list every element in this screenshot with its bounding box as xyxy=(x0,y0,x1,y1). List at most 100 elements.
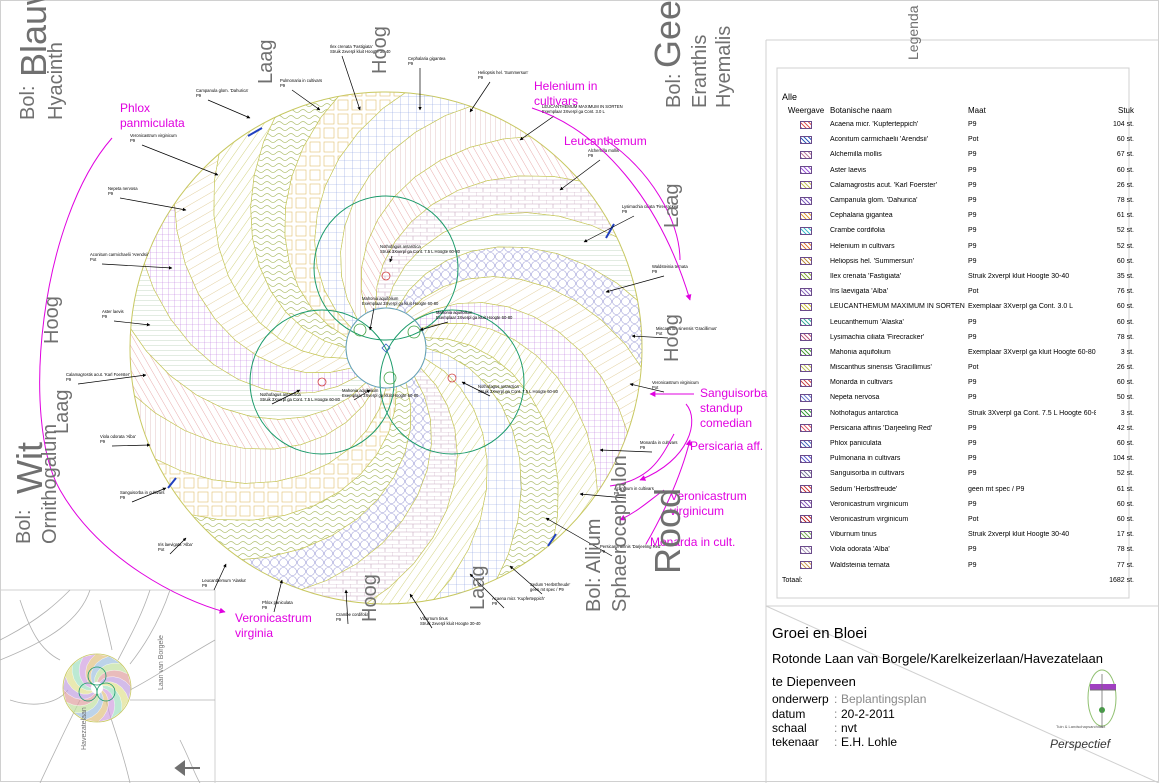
logo-small: Tuin & Landschapsarchitect xyxy=(1056,724,1106,729)
legend-swatch xyxy=(800,500,812,509)
legend-frame xyxy=(776,67,1130,599)
bulb-geel-species-1: Eranthis xyxy=(689,35,711,108)
legend-plant-name: Lysimachia ciliata 'Firecracker' xyxy=(830,333,925,341)
plant-label-spec: P9 xyxy=(108,191,114,196)
legend-plant-name: Aster laevis xyxy=(830,166,867,174)
legend-row[interactable]: Sedum 'Herbstfreude' geen mt spec / P9 61 … xyxy=(782,482,1134,497)
legend-row[interactable]: Iris laevigata 'Alba' Pot 76 st. xyxy=(782,284,1134,299)
leader-arrow xyxy=(469,573,505,609)
leader-arrow xyxy=(113,320,151,327)
legend-swatch xyxy=(800,166,812,175)
legend-plant-name: Iris laevigata 'Alba' xyxy=(830,288,888,296)
plant-label: Calamagrostis acut. 'Karl Foerster'P9 xyxy=(66,372,147,385)
legend-swatch xyxy=(800,348,812,357)
legend-row[interactable]: Leucanthemum 'Alaska' P9 60 st. xyxy=(782,314,1134,329)
bulb-geel: Geel xyxy=(647,0,688,68)
legend-plant-count: 42 st. xyxy=(1116,424,1134,432)
header-stuk: Stuk xyxy=(1117,105,1134,115)
legend-plant-size: Pot xyxy=(968,364,979,372)
legend-plant-count: 77 st. xyxy=(1116,561,1134,569)
legend-plant-name: Nepeta nervosa xyxy=(830,394,880,402)
legend-plant-name: Mahonia aquifolium xyxy=(830,348,891,356)
plant-label-spec: P9 xyxy=(588,153,594,158)
legend-plant-size: Exemplaar 3Xverpl ga kluit Hoogte 60-80 xyxy=(968,348,1096,356)
height-hoog-right: Hoog xyxy=(661,314,683,362)
bulb-wit-species: Ornithogalum xyxy=(39,424,61,544)
legend-plant-size: geen mt spec / P9 xyxy=(968,485,1025,493)
legend-plant-size: P9 xyxy=(968,546,977,554)
legend-row[interactable]: Waldsteinia ternata P9 77 st. xyxy=(782,557,1134,572)
legend-row[interactable]: Veronicastrum virginicum P9 60 st. xyxy=(782,497,1134,512)
legend-row[interactable]: Campanula glom. 'Dahurica' P9 78 st. xyxy=(782,193,1134,208)
legend-plant-name: Acaena micr. 'Kupferteppich' xyxy=(830,121,919,129)
legend-plant-name: Monarda in cultivars xyxy=(830,379,893,387)
leader-arrow xyxy=(461,381,491,397)
plant-label-name: Waldsteinia ternata xyxy=(652,264,688,269)
legend-swatch xyxy=(800,272,812,281)
legend-row[interactable]: Ilex crenata 'Fastigiata' Struik 2xverpl … xyxy=(782,269,1134,284)
legend-row[interactable]: Crambe cordifolia P9 52 st. xyxy=(782,223,1134,238)
legend-plant-name: Phlox paniculata xyxy=(830,440,882,448)
legend-row[interactable]: Nepeta nervosa P9 50 st. xyxy=(782,390,1134,405)
legend-row[interactable]: Acaena micr. 'Kupferteppich' P9 104 st. xyxy=(782,117,1134,132)
legend-plant-count: 60 st. xyxy=(1116,166,1134,174)
legend-row[interactable]: Viburnum tinus Struik 2xverpl kluit Hoogt… xyxy=(782,527,1134,542)
plant-label-spec: P9 xyxy=(640,445,646,450)
legend-row[interactable]: Nothofagus antarctica Struik 3Xverpl ga C… xyxy=(782,406,1134,421)
leader-arrow xyxy=(213,563,227,591)
legend-row[interactable]: Mahonia aquifolium Exemplaar 3Xverpl ga k… xyxy=(782,345,1134,360)
leader-arrow xyxy=(419,321,449,331)
leader-arrow xyxy=(583,215,635,243)
leader-arrow xyxy=(77,373,147,385)
legend-filter[interactable]: Alle xyxy=(782,92,798,102)
legend-row[interactable]: Aster laevis P9 60 st. xyxy=(782,163,1134,178)
datum-value: 20-2-2011 xyxy=(841,707,895,721)
legend-plant-name: Viburnum tinus xyxy=(830,531,877,539)
legend-row[interactable]: Lysimachia ciliata 'Firecracker' P9 78 st. xyxy=(782,330,1134,345)
legend-plant-size: P9 xyxy=(968,394,977,402)
legend-row[interactable]: Miscanthus sinensis 'Gracillimus' Pot 26 s… xyxy=(782,360,1134,375)
legend-row[interactable]: Cephalaria gigantea P9 61 st. xyxy=(782,208,1134,223)
legend-row[interactable]: Pulmonaria in cultivars P9 104 st. xyxy=(782,451,1134,466)
legend-swatch xyxy=(800,378,812,387)
legend-plant-size: P9 xyxy=(968,333,977,341)
legend-swatch xyxy=(800,424,812,433)
legend-row[interactable]: Viola odorata 'Alba' P9 78 st. xyxy=(782,542,1134,557)
leader-arrow xyxy=(519,115,555,141)
plant-label-name: Aster laevis xyxy=(102,309,124,314)
legend-swatch-cell xyxy=(782,196,830,205)
legend-row[interactable]: Monarda in cultivars P9 60 st. xyxy=(782,375,1134,390)
legend-row[interactable]: Phlox paniculata P9 60 st. xyxy=(782,436,1134,451)
legend-plant-count: 3 st. xyxy=(1120,348,1134,356)
leader-arrow xyxy=(629,383,665,393)
plant-label-name: Acaena micr. 'Kupferteppich' xyxy=(492,596,545,601)
legend-swatch-cell xyxy=(782,545,830,554)
legend-swatch xyxy=(800,333,812,342)
legend-plant-name: Waldsteinia ternata xyxy=(830,561,890,569)
schaal-label: schaal xyxy=(772,721,807,735)
legend-row[interactable]: Sanguisorba in cultivars P9 52 st. xyxy=(782,466,1134,481)
legend-row[interactable]: Helenium in cultivars P9 52 st. xyxy=(782,239,1134,254)
plant-label-spec: P9 xyxy=(600,549,606,554)
legend-plant-count: 3 st. xyxy=(1120,409,1134,417)
bulb-wit-prefix: Bol: xyxy=(13,510,35,544)
plant-label-name: Monarda in cultivars xyxy=(640,440,677,445)
legend-row[interactable]: Alchemilla mollis P9 67 st. xyxy=(782,147,1134,162)
perspectief-logo: Tuin & Landschapsarchitect Perspectief xyxy=(1046,662,1132,758)
shrub-symbols xyxy=(317,271,457,387)
plant-label-spec: Pot xyxy=(652,385,659,390)
blue-markers xyxy=(167,127,615,547)
legend-row[interactable]: Veronicastrum virginicum Pot 60 st. xyxy=(782,512,1134,527)
legend-row[interactable]: Persicaria affinis 'Darjeeling Red' P9 42 … xyxy=(782,421,1134,436)
legend-swatch-cell xyxy=(782,211,830,220)
legend-row[interactable]: Heliopsis hel. 'Summersun' P9 60 st. xyxy=(782,254,1134,269)
legend-row[interactable]: LEUCANTHEMUM MAXIMUM IN SORTEN Exemplaar … xyxy=(782,299,1134,314)
height-laag-left: Laag xyxy=(51,390,73,435)
legend-swatch-cell xyxy=(782,150,830,159)
datum-colon: : xyxy=(834,707,838,721)
legend-swatch-cell xyxy=(782,272,830,281)
legend-plant-size: P9 xyxy=(968,379,977,387)
legend-row[interactable]: Aconitum carmichaelii 'Arendsii' Pot 60 st… xyxy=(782,132,1134,147)
legend-row[interactable]: Calamagrostis acut. 'Karl Foerster' P9 26 … xyxy=(782,178,1134,193)
